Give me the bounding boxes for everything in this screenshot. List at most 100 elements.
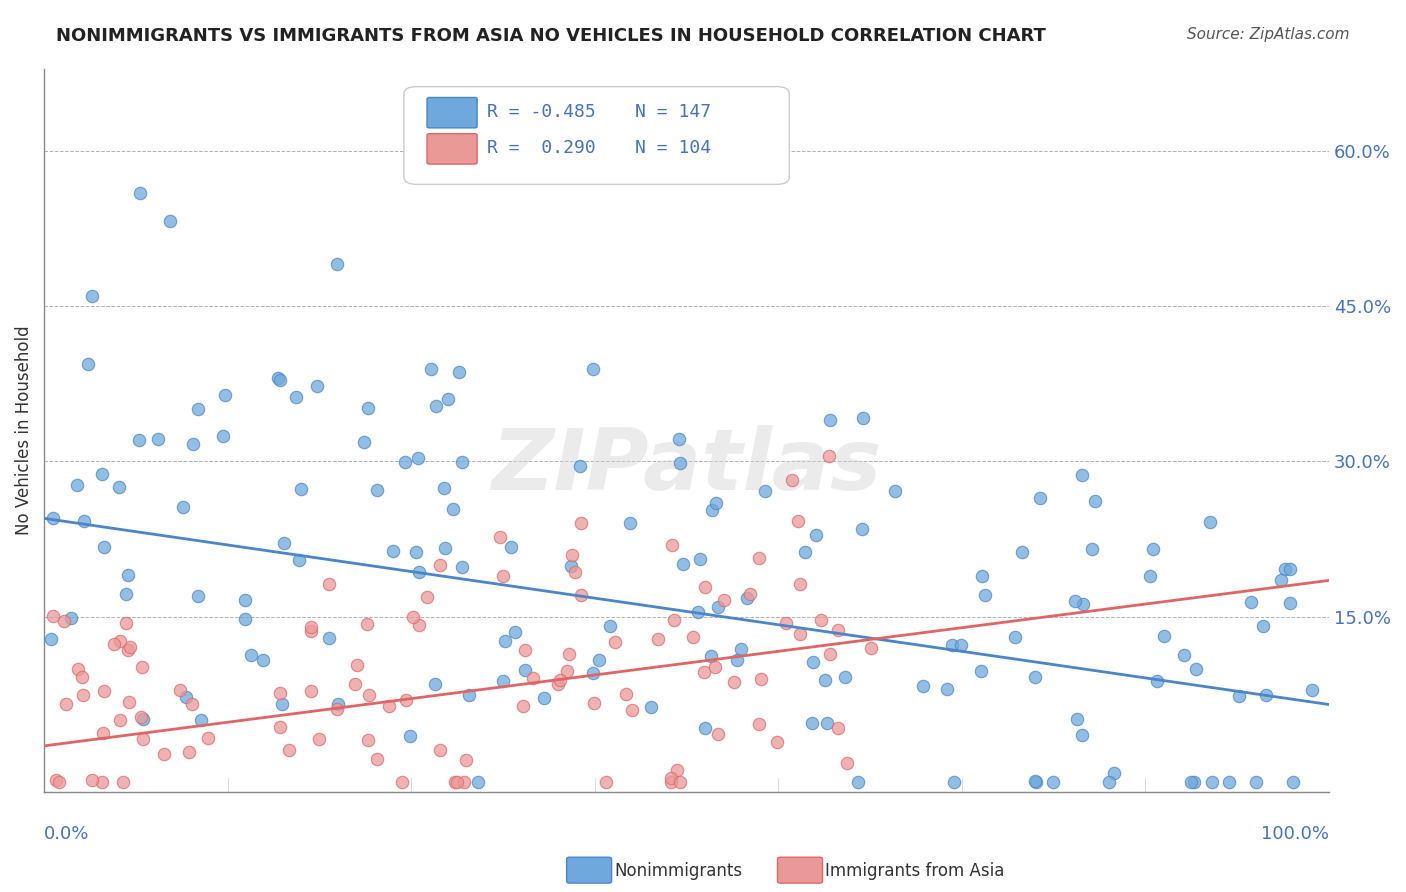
Point xyxy=(42,609,65,624)
Point xyxy=(488,530,510,544)
Point xyxy=(132,732,155,747)
Point xyxy=(366,752,388,766)
Point xyxy=(682,631,704,645)
Point xyxy=(689,551,711,566)
Point xyxy=(1173,648,1195,662)
Point xyxy=(730,642,752,657)
Point xyxy=(647,632,669,646)
Point xyxy=(1244,775,1267,789)
Point xyxy=(725,653,748,667)
Point xyxy=(117,567,139,582)
Point xyxy=(555,664,578,678)
Point xyxy=(515,663,537,677)
Point xyxy=(1098,775,1121,789)
Point xyxy=(583,697,606,711)
Point xyxy=(973,588,995,602)
Point xyxy=(1025,775,1047,789)
Point xyxy=(692,665,714,680)
Point xyxy=(114,615,136,630)
Point xyxy=(1024,773,1046,788)
Point xyxy=(533,691,555,706)
Point xyxy=(619,516,641,530)
Point xyxy=(827,721,849,735)
Point xyxy=(789,627,811,641)
Point xyxy=(405,545,427,559)
Point xyxy=(1201,775,1223,789)
Point xyxy=(177,745,200,759)
Point xyxy=(451,560,474,574)
Point xyxy=(503,624,526,639)
Point xyxy=(1071,728,1094,742)
Point xyxy=(269,719,291,733)
Point xyxy=(93,684,115,698)
Point xyxy=(120,640,142,654)
Point xyxy=(1180,775,1202,789)
Point xyxy=(395,692,418,706)
Point xyxy=(1240,595,1263,609)
Point xyxy=(827,623,849,637)
Point xyxy=(273,536,295,550)
Point xyxy=(1254,688,1277,702)
Point xyxy=(582,362,605,376)
Point xyxy=(550,673,572,687)
Point xyxy=(1071,597,1094,611)
Point xyxy=(512,699,534,714)
Point xyxy=(45,773,67,788)
Point xyxy=(80,289,103,303)
Point xyxy=(93,540,115,554)
Point xyxy=(569,589,592,603)
Point xyxy=(949,638,972,652)
Point xyxy=(408,618,430,632)
Point xyxy=(1070,468,1092,483)
Point xyxy=(269,373,291,387)
Point xyxy=(501,540,523,554)
Y-axis label: No Vehicles in Household: No Vehicles in Household xyxy=(15,326,32,535)
Point xyxy=(754,483,776,498)
Point xyxy=(1227,690,1250,704)
Point xyxy=(252,653,274,667)
Point xyxy=(672,557,695,571)
Point xyxy=(851,522,873,536)
Point xyxy=(433,541,456,556)
Point xyxy=(129,186,152,200)
Point xyxy=(290,482,312,496)
Text: NONIMMIGRANTS VS IMMIGRANTS FROM ASIA NO VEHICLES IN HOUSEHOLD CORRELATION CHART: NONIMMIGRANTS VS IMMIGRANTS FROM ASIA NO… xyxy=(56,27,1046,45)
Point xyxy=(775,615,797,630)
Point xyxy=(187,589,209,603)
Point xyxy=(181,436,204,450)
Text: R =  0.290: R = 0.290 xyxy=(488,139,596,157)
Text: N = 147: N = 147 xyxy=(636,103,711,121)
Point xyxy=(1279,596,1302,610)
Point xyxy=(669,775,692,789)
Point xyxy=(456,753,478,767)
Point xyxy=(366,483,388,497)
Point xyxy=(110,713,132,727)
Point xyxy=(561,548,583,562)
Point xyxy=(308,731,330,746)
Point xyxy=(1182,775,1205,789)
Point xyxy=(595,775,617,789)
Point xyxy=(82,772,104,787)
Point xyxy=(73,514,96,528)
Point xyxy=(666,764,689,778)
Text: 100.0%: 100.0% xyxy=(1261,825,1329,843)
Point xyxy=(169,683,191,698)
Text: Immigrants from Asia: Immigrants from Asia xyxy=(825,862,1005,880)
Point xyxy=(603,635,626,649)
Point xyxy=(1004,630,1026,644)
FancyBboxPatch shape xyxy=(427,97,477,128)
Point xyxy=(381,543,404,558)
Point xyxy=(433,481,456,495)
Point xyxy=(159,214,181,228)
Point xyxy=(669,456,692,470)
Point xyxy=(111,775,134,789)
Point xyxy=(815,715,838,730)
Point xyxy=(1301,683,1323,698)
Point xyxy=(780,473,803,487)
Point xyxy=(190,713,212,727)
Point xyxy=(391,775,413,789)
Point xyxy=(936,681,959,696)
Text: 0.0%: 0.0% xyxy=(44,825,90,843)
Point xyxy=(1011,545,1033,559)
Point xyxy=(852,411,875,425)
